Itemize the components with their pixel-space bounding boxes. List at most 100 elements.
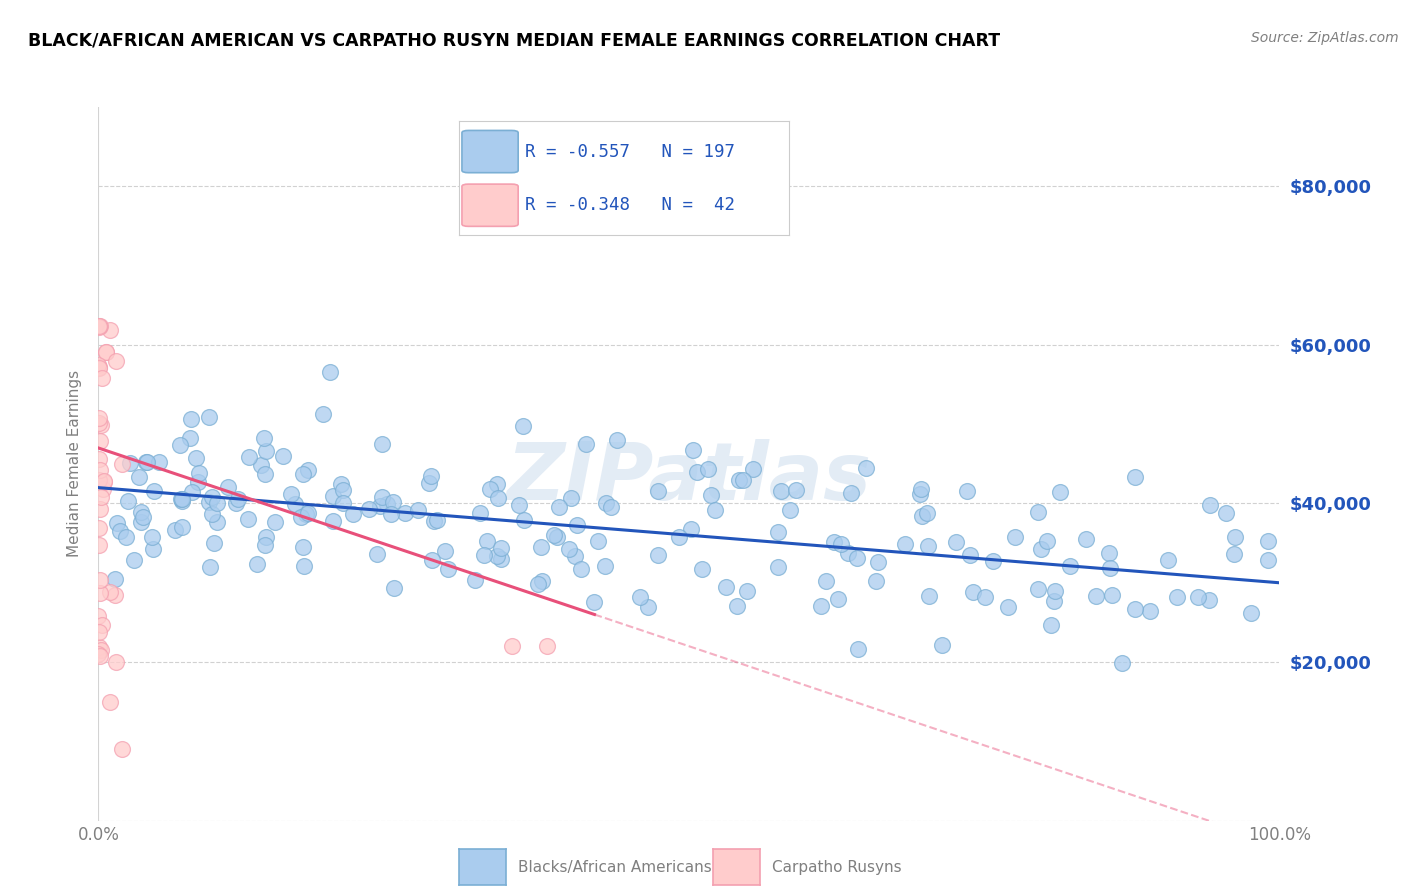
Point: [87, 318, 110, 333]
Point: [731, 473, 754, 487]
Point: [974, 591, 997, 605]
Point: [827, 592, 849, 607]
Point: [735, 584, 758, 599]
Point: [501, 639, 523, 653]
Point: [94, 345, 117, 359]
Point: [238, 512, 260, 526]
Point: [205, 515, 228, 529]
Point: [89, 434, 111, 449]
Point: [697, 462, 720, 476]
Point: [225, 495, 247, 509]
Point: [1111, 656, 1133, 670]
Point: [295, 507, 318, 521]
Point: [311, 408, 333, 422]
Point: [546, 530, 568, 544]
Point: [253, 431, 276, 445]
Point: [595, 495, 617, 509]
Point: [124, 553, 146, 567]
Point: [714, 580, 737, 594]
Point: [238, 450, 260, 465]
Point: [917, 506, 939, 520]
Point: [530, 541, 553, 555]
Point: [962, 584, 984, 599]
Point: [571, 561, 593, 575]
Point: [846, 642, 869, 657]
Point: [366, 547, 388, 561]
Point: [437, 562, 460, 576]
Point: [526, 577, 548, 591]
Point: [548, 500, 571, 514]
Point: [682, 442, 704, 457]
Point: [823, 534, 845, 549]
Point: [485, 549, 508, 563]
Point: [931, 638, 953, 652]
Point: [983, 554, 1005, 568]
Point: [87, 624, 110, 639]
Point: [1215, 506, 1237, 520]
Point: [131, 510, 153, 524]
Point: [910, 483, 932, 497]
Point: [1049, 484, 1071, 499]
Point: [628, 591, 651, 605]
Point: [142, 483, 165, 498]
Point: [699, 488, 721, 502]
Point: [98, 323, 121, 337]
Point: [207, 496, 229, 510]
Point: [599, 500, 621, 514]
Point: [959, 548, 981, 562]
Point: [686, 465, 709, 479]
Point: [89, 318, 111, 333]
Point: [637, 599, 659, 614]
Y-axis label: Median Female Earnings: Median Female Earnings: [67, 370, 83, 558]
Point: [198, 409, 221, 424]
Point: [105, 353, 128, 368]
Point: [104, 572, 127, 586]
Point: [87, 360, 110, 375]
Point: [87, 640, 110, 655]
Point: [254, 530, 277, 544]
Point: [184, 451, 207, 466]
Point: [380, 507, 402, 521]
Point: [1166, 591, 1188, 605]
Point: [917, 540, 939, 554]
Point: [201, 490, 224, 504]
Point: [117, 494, 139, 508]
Point: [478, 482, 501, 496]
Point: [1031, 541, 1053, 556]
Point: [725, 599, 748, 613]
Point: [779, 503, 801, 517]
Point: [169, 438, 191, 452]
Point: [118, 456, 141, 470]
Point: [98, 585, 121, 599]
Point: [297, 506, 319, 520]
Point: [129, 504, 152, 518]
Point: [770, 484, 793, 499]
Point: [418, 475, 440, 490]
Point: [280, 487, 302, 501]
Point: [1225, 530, 1247, 544]
Point: [135, 455, 157, 469]
Point: [1085, 589, 1108, 603]
Point: [423, 514, 446, 528]
Point: [105, 516, 128, 530]
Point: [322, 514, 344, 528]
Point: [918, 589, 941, 603]
Point: [543, 528, 565, 542]
Point: [198, 559, 221, 574]
Point: [472, 548, 495, 562]
Point: [477, 534, 499, 549]
Point: [1257, 553, 1279, 567]
Point: [679, 522, 702, 536]
Point: [188, 467, 211, 481]
Point: [997, 600, 1019, 615]
Point: [910, 508, 932, 523]
Point: [180, 484, 202, 499]
Point: [837, 546, 859, 560]
Point: [1222, 547, 1244, 561]
Point: [489, 552, 512, 566]
Point: [955, 484, 977, 499]
Point: [1240, 606, 1263, 620]
Point: [375, 497, 398, 511]
Point: [198, 495, 221, 509]
Point: [91, 371, 114, 385]
